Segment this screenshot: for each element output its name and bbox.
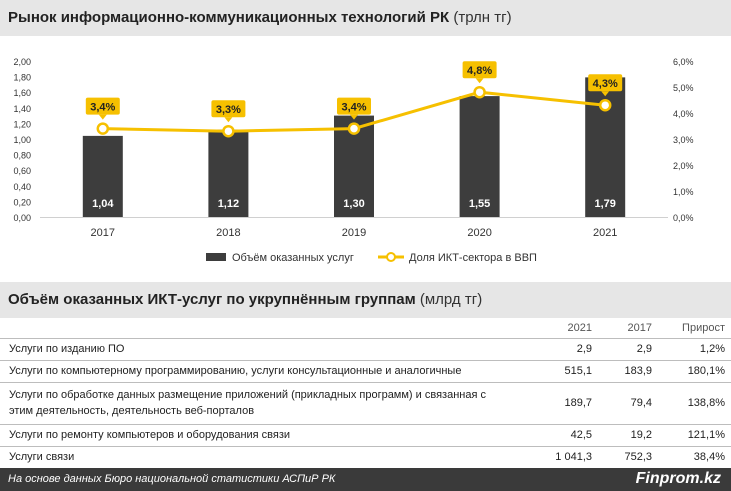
point-label-pointer [98,114,107,120]
point-label-box [85,97,120,115]
bar [208,129,249,217]
point-label-pointer [475,78,484,84]
x-tick-label: 2019 [342,227,366,239]
y-left-tick-label: 1,20 [13,119,31,129]
chart-unit: (трлн тг) [453,9,512,26]
row-value-2017: 2,9 [598,337,658,360]
table-row: Услуги по изданию ПО 2,9 2,9 1,2% [0,337,731,360]
y-left-tick-label: 0,40 [13,182,31,192]
y-left-tick-label: 2,00 [13,57,31,67]
point-label-pointer [601,91,610,97]
table-unit: (млрд тг) [419,291,483,308]
x-tick-label: 2018 [216,227,240,239]
bar [82,135,123,217]
table-header: Объём оказанных ИКТ-услуг по укрупнённым… [0,282,731,318]
y-left-tick-label: 1,60 [13,88,31,98]
brand-logo: Finprom.kz [635,470,721,487]
bar-value-label: 1,55 [469,198,490,210]
legend-bar-swatch [206,253,226,261]
row-value-2017: 19,2 [598,423,658,446]
table-row: Услуги по ремонту компьютеров и оборудов… [0,423,731,446]
row-growth: 121,1% [658,423,731,446]
point-value-label: 3,3% [216,104,241,116]
table-row: Услуги по обработке данных размещение пр… [0,381,731,424]
row-value-2021: 189,7 [519,381,598,424]
x-tick-label: 2017 [91,227,115,239]
ict-services-table: 2021 2017 Прирост Услуги по изданию ПО 2… [0,318,731,469]
point-value-label: 3,4% [341,102,366,114]
point-value-label: 3,4% [90,102,115,114]
x-tick-label: 2020 [467,227,491,239]
point-label-box [211,100,246,118]
source-note: На основе данных Бюро национальной стати… [8,473,336,485]
row-name: Услуги по обработке данных размещение пр… [0,381,519,424]
y-right-tick-label: 4,0% [673,109,694,119]
row-growth: 38,4% [658,445,731,469]
legend-line-marker [386,252,396,262]
chart-header: Рынок информационно-коммуникационных тех… [0,0,731,36]
row-value-2021: 2,9 [519,337,598,360]
y-left-tick-label: 0,60 [13,166,31,176]
y-left-tick-label: 0,20 [13,197,31,207]
row-name: Услуги по изданию ПО [0,337,519,360]
y-right-tick-label: 6,0% [673,57,694,67]
point-value-label: 4,8% [467,65,492,77]
y-left-tick-label: 0,00 [13,213,31,223]
row-name: Услуги связи [0,445,519,469]
bar-value-label: 1,30 [343,198,364,210]
y-left-tick-label: 1,40 [13,104,31,114]
table-row: Услуги связи 1 041,3 752,3 38,4% [0,445,731,469]
row-value-2017: 752,3 [598,445,658,469]
row-growth: 180,1% [658,359,731,382]
row-name: Услуги по ремонту компьютеров и оборудов… [0,423,519,446]
column-header-2021: 2021 [567,321,592,334]
point-label-pointer [224,117,233,123]
row-value-2021: 1 041,3 [519,445,598,469]
legend-bar-label: Объём оказанных услуг [232,252,354,264]
ict-market-chart: 0,00 0,20 0,40 0,60 0,80 1,00 1,20 1,40 1,60 1,80… [13,57,694,264]
y-right-tick-label: 1,0% [673,187,694,197]
point-value-label: 4,3% [593,78,618,90]
y-left-tick-label: 1,00 [13,135,31,145]
bar-value-label: 1,04 [92,198,114,210]
point-label-pointer [350,114,358,120]
line-point [598,98,612,112]
bar [459,96,500,217]
table-head-row: 2021 2017 Прирост [0,318,731,338]
y-right-tick-label: 2,0% [673,161,694,171]
table-title: Объём оказанных ИКТ-услуг по укрупнённым… [8,291,416,308]
column-header-name [0,318,519,338]
point-label-box [462,61,497,79]
row-growth: 138,8% [658,381,731,424]
column-header-2017: 2017 [627,321,652,334]
y-left-tick-label: 1,80 [13,73,31,83]
x-tick-label: 2021 [593,227,617,239]
point-label-box [588,74,623,92]
y-right-tick-label: 3,0% [673,135,694,145]
y-right-tick-label: 5,0% [673,83,694,93]
chart-title: Рынок информационно-коммуникационных тех… [8,9,450,26]
row-name: Услуги по компьютерному программированию… [0,359,519,382]
table-row: Услуги по компьютерному программированию… [0,359,731,382]
row-value-2017: 79,4 [598,381,658,424]
row-value-2021: 42,5 [519,423,598,446]
line-point [222,124,235,138]
y-left-tick-label: 0,80 [13,151,31,161]
row-value-2021: 515,1 [519,359,598,382]
bar [585,77,626,217]
line-point [473,85,486,99]
row-value-2017: 183,9 [598,359,658,382]
row-growth: 1,2% [658,337,731,360]
line-point [347,122,361,135]
y-right-tick-label: 0,0% [673,213,694,223]
column-header-growth: Прирост [682,321,725,334]
line-point [96,122,110,135]
legend-line-label: Доля ИКТ-сектора в ВВП [409,252,537,264]
footer-bar: На основе данных Бюро национальной стати… [0,468,731,491]
bar-value-label: 1,79 [594,198,615,210]
point-label-box [337,97,371,115]
bar-value-label: 1,12 [218,198,239,210]
